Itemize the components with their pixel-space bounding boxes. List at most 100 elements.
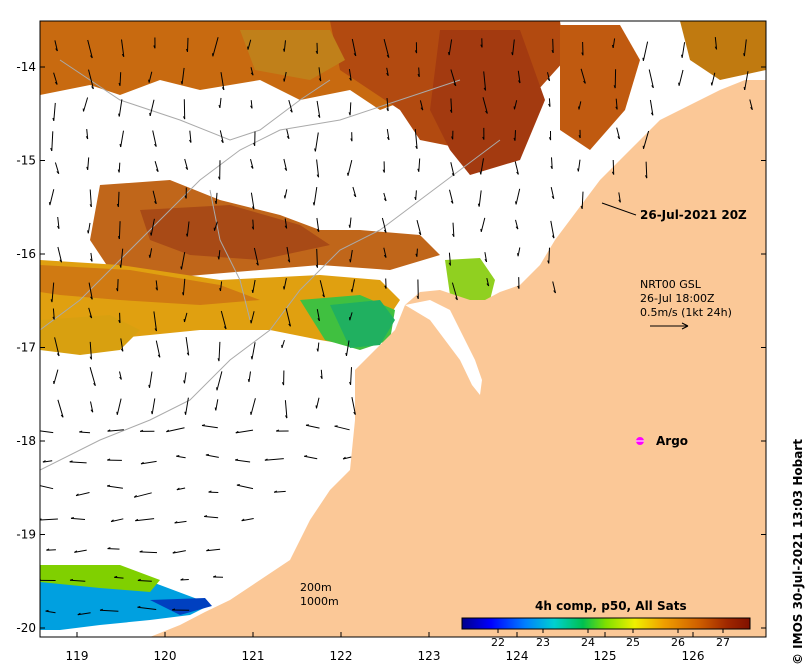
current-vector <box>515 188 521 205</box>
current-vector <box>120 248 124 268</box>
current-vector-head <box>55 48 58 52</box>
current-vector <box>186 221 190 237</box>
current-vector-head <box>90 258 93 262</box>
current-vector <box>220 72 225 90</box>
current-vector <box>119 72 122 86</box>
current-vector-head <box>60 414 64 418</box>
current-vector <box>118 162 121 173</box>
current-vector <box>189 130 192 143</box>
current-vector <box>251 342 256 360</box>
current-vector <box>346 340 350 356</box>
current-vector <box>51 282 55 303</box>
current-vector <box>151 398 156 415</box>
current-vector <box>320 369 323 379</box>
current-vector <box>449 189 454 204</box>
current-vector <box>250 158 254 169</box>
current-vector-head <box>264 458 268 461</box>
current-vector <box>69 579 86 582</box>
current-vectors <box>40 37 753 616</box>
current-legend-line2: 26-Jul 18:00Z <box>640 292 715 305</box>
lat-tick-label: -16 <box>16 247 36 261</box>
current-vector <box>642 41 649 61</box>
current-vector <box>57 216 60 229</box>
colorbar-tick-label: 25 <box>626 636 640 649</box>
current-vector-head <box>453 83 457 87</box>
current-vector-head <box>107 458 111 461</box>
current-vector-head <box>183 116 186 120</box>
current-vector <box>53 72 58 85</box>
current-vector <box>386 129 390 140</box>
current-vector <box>711 72 716 86</box>
current-vector-head <box>208 490 212 493</box>
current-vector-head <box>681 54 683 58</box>
current-vector-head <box>75 493 79 497</box>
current-vector <box>316 309 320 321</box>
current-vector <box>149 371 153 388</box>
current-vector <box>316 397 320 409</box>
current-vector <box>283 71 287 82</box>
current-vector <box>284 218 288 229</box>
current-vector-head <box>384 285 387 289</box>
current-vector <box>547 72 551 81</box>
current-vector-head <box>548 103 551 107</box>
current-vector-head <box>482 136 485 140</box>
current-vector-head <box>551 235 555 239</box>
current-vector <box>201 425 218 429</box>
current-vector-head <box>218 104 221 109</box>
lon-tick-label: 122 <box>330 649 353 663</box>
current-vector-head <box>184 411 187 415</box>
colorbar-tick-label: 23 <box>536 636 550 649</box>
current-vector-head <box>74 550 78 553</box>
current-vector <box>185 397 189 415</box>
current-vector <box>236 484 254 490</box>
current-vector <box>107 429 124 432</box>
current-vector-head <box>551 49 554 54</box>
current-vector-head <box>286 136 290 139</box>
current-vector <box>548 98 551 107</box>
current-vector <box>482 97 488 114</box>
current-vector <box>89 189 92 207</box>
current-vector <box>174 520 187 524</box>
date-label: 26-Jul-2021 20Z <box>640 208 747 222</box>
current-vector-head <box>318 78 322 82</box>
current-vector <box>70 517 86 520</box>
current-vector-head <box>678 82 680 86</box>
current-vector <box>54 337 60 357</box>
current-vector-head <box>578 135 581 139</box>
current-vector-head <box>550 165 553 170</box>
current-vector <box>304 455 318 460</box>
colorbar-tick-label: 24 <box>581 636 595 649</box>
current-vector-head <box>517 253 519 257</box>
current-vector-head <box>52 316 55 320</box>
current-vector <box>678 69 684 86</box>
current-vector-head <box>186 352 190 356</box>
current-vector-head <box>205 453 210 456</box>
current-vector-head <box>119 264 122 268</box>
current-vector-head <box>46 548 50 551</box>
current-vector <box>218 341 221 362</box>
current-vector-head <box>235 430 239 434</box>
current-vector-head <box>137 578 141 581</box>
current-vector-head <box>250 356 253 360</box>
current-vector <box>314 132 319 152</box>
argo-label: Argo <box>656 434 688 448</box>
current-vector-head <box>213 575 217 578</box>
current-vector-head <box>218 176 221 180</box>
current-vector <box>54 162 60 174</box>
current-vector <box>486 277 490 287</box>
current-vector-head <box>56 171 60 175</box>
current-vector <box>578 101 582 110</box>
current-vector-head <box>611 44 614 49</box>
current-vector-head <box>251 206 255 210</box>
current-vector <box>120 338 124 352</box>
current-vector <box>182 278 186 296</box>
current-vector <box>149 99 155 117</box>
current-vector <box>317 342 320 352</box>
colorbar-title: 4h comp, p50, All Sats <box>535 599 687 613</box>
current-vector-head <box>118 82 121 86</box>
current-vector <box>250 67 254 76</box>
current-vector-head <box>353 194 357 198</box>
current-vector-head <box>149 112 151 116</box>
current-vector <box>139 551 158 554</box>
